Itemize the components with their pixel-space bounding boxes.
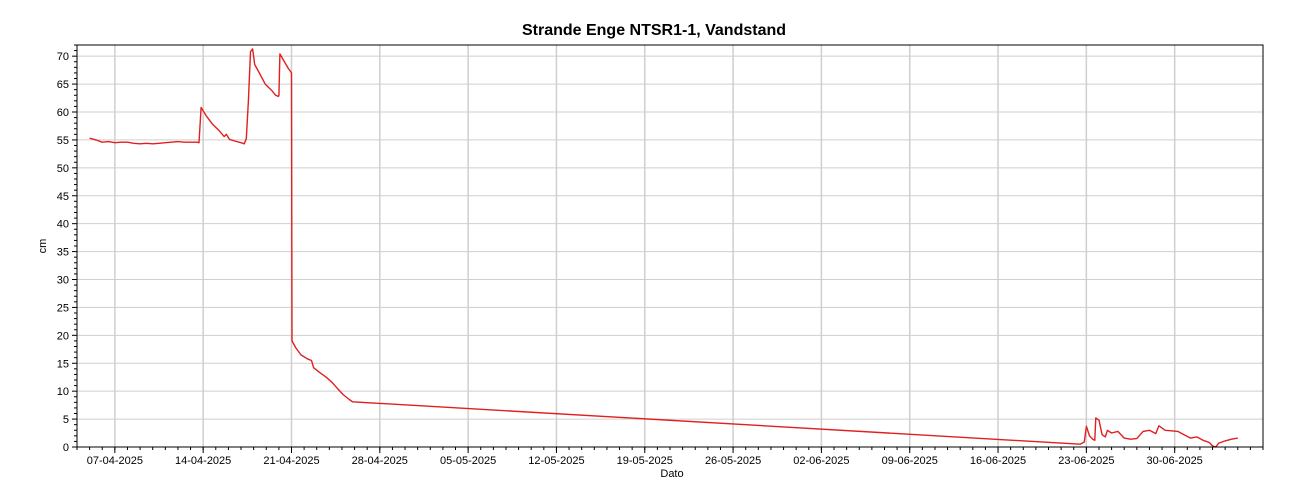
y-tick-label: 45 (57, 191, 69, 203)
series-line (89, 48, 1238, 448)
x-tick-label: 02-06-2025 (793, 455, 849, 467)
x-tick-label: 05-05-2025 (440, 455, 496, 467)
y-tick-label: 10 (57, 386, 69, 398)
x-tick-label: 14-04-2025 (175, 455, 231, 467)
y-tick-label: 0 (63, 442, 69, 454)
series-layer (89, 48, 1238, 448)
x-tick-label: 23-06-2025 (1058, 455, 1114, 467)
y-tick-label: 50 (57, 163, 69, 175)
x-tick-label: 30-06-2025 (1147, 455, 1203, 467)
y-tick-label: 60 (57, 107, 69, 119)
y-tick-label: 35 (57, 247, 69, 259)
x-axis: 07-04-2025 14-04-2025 21-04-2025 28-04-2025… (76, 447, 1264, 467)
chart-title: Strande Enge NTSR1-1, Vandstand (522, 22, 786, 39)
x-tick-label: 09-06-2025 (882, 455, 938, 467)
x-tick-label: 07-04-2025 (87, 455, 143, 467)
y-tick-label: 15 (57, 358, 69, 370)
grid-lines (77, 45, 1263, 447)
y-tick-label: 5 (63, 414, 69, 426)
y-tick-label: 20 (57, 330, 69, 342)
y-tick-label: 65 (57, 79, 69, 91)
x-tick-label: 19-05-2025 (617, 455, 673, 467)
x-tick-label: 28-04-2025 (352, 455, 408, 467)
x-axis-label: Dato (660, 468, 683, 480)
x-tick-label: 21-04-2025 (263, 455, 319, 467)
y-tick-label: 30 (57, 275, 69, 287)
x-tick-label: 16-06-2025 (970, 455, 1026, 467)
x-tick-label: 12-05-2025 (528, 455, 584, 467)
y-axis-label: cm (37, 239, 49, 254)
y-axis: 0 5 10 15 20 25 30 35 40 45 50 55 60 65 70 (57, 44, 77, 454)
plot-frame (76, 44, 1264, 448)
y-tick-label: 25 (57, 302, 69, 314)
y-tick-label: 70 (57, 51, 69, 63)
x-tick-label: 26-05-2025 (705, 455, 761, 467)
y-tick-label: 55 (57, 135, 69, 147)
y-tick-label: 40 (57, 219, 69, 231)
